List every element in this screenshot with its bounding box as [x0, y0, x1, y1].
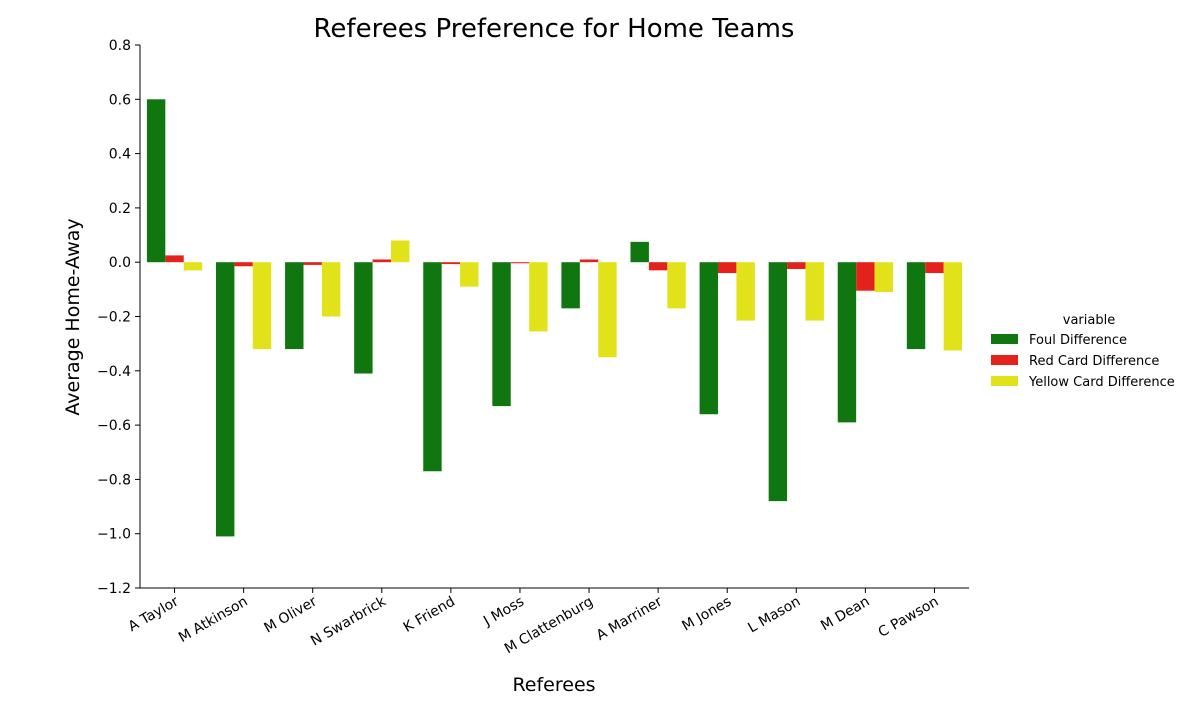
y-tick-label: −1.0: [97, 527, 131, 543]
bar-yellow-card-difference-n-swarbrick: [391, 240, 410, 263]
bar-red-card-difference-j-moss: [510, 262, 530, 264]
bar-yellow-card-difference-c-pawson: [943, 262, 963, 351]
legend-label: Red Card Difference: [1029, 354, 1159, 369]
legend-swatch: [991, 355, 1018, 365]
bar-foul-difference-l-mason: [768, 262, 788, 502]
bar-red-card-difference-m-jones: [718, 262, 737, 274]
x-tick-label: A Taylor: [126, 593, 182, 635]
y-tick-label: 0.6: [109, 92, 131, 108]
bar-yellow-card-difference-m-clattenburg: [598, 262, 617, 358]
bar-red-card-difference-c-pawson: [925, 262, 944, 274]
x-axis-label: Referees: [512, 674, 595, 696]
x-tick-label: M Dean: [818, 594, 872, 635]
y-axis: −1.2 −1.0 −0.8 −0.6 −0.4 −0.2 0.0 0.2 0.4 0.6 0.8: [97, 38, 141, 597]
x-tick-label: A Marriner: [594, 593, 666, 644]
bar-red-card-difference-a-taylor: [165, 255, 184, 263]
bar-yellow-card-difference-k-friend: [460, 262, 479, 287]
bar-foul-difference-c-pawson: [906, 262, 926, 350]
bar-red-card-difference-m-atkinson: [234, 262, 253, 267]
bar-foul-difference-n-swarbrick: [354, 262, 373, 374]
y-tick-label: 0.4: [109, 147, 131, 163]
y-tick-label: −1.2: [97, 581, 131, 597]
x-tick-label: C Pawson: [876, 594, 942, 641]
bar-yellow-card-difference-m-oliver: [321, 262, 341, 317]
bar-foul-difference-m-clattenburg: [561, 262, 580, 309]
bar-yellow-card-difference-m-jones: [736, 262, 755, 321]
y-axis-label: Average Home-Away: [62, 218, 84, 415]
bar-foul-difference-m-oliver: [285, 262, 304, 350]
plot-area: [146, 99, 963, 537]
x-tick-label: M Jones: [679, 594, 734, 635]
bar-foul-difference-m-jones: [699, 262, 718, 415]
bar-yellow-card-difference-l-mason: [805, 262, 824, 321]
bar-foul-difference-k-friend: [423, 262, 442, 472]
legend-swatch: [991, 376, 1018, 386]
x-tick-label: M Oliver: [261, 593, 319, 636]
bar-red-card-difference-k-friend: [441, 262, 461, 265]
x-tick-label: J Moss: [480, 594, 527, 630]
legend-title: variable: [1063, 313, 1115, 328]
x-tick-label: M Atkinson: [176, 594, 251, 646]
bar-red-card-difference-m-oliver: [303, 262, 322, 265]
bar-red-card-difference-n-swarbrick: [372, 259, 391, 263]
bar-foul-difference-j-moss: [492, 262, 511, 407]
bar-yellow-card-difference-m-dean: [874, 262, 894, 293]
bar-foul-difference-a-taylor: [146, 99, 166, 263]
y-tick-label: −0.6: [97, 418, 131, 434]
legend-swatch: [991, 334, 1018, 344]
bar-red-card-difference-l-mason: [787, 262, 806, 269]
legend-label: Yellow Card Difference: [1028, 375, 1175, 390]
y-tick-label: 0.0: [109, 255, 131, 271]
bar-yellow-card-difference-j-moss: [529, 262, 548, 332]
bar-red-card-difference-m-clattenburg: [579, 259, 599, 263]
bar-yellow-card-difference-m-atkinson: [252, 262, 272, 350]
y-tick-label: −0.4: [97, 364, 131, 380]
x-tick-label: K Friend: [401, 594, 458, 636]
bar-yellow-card-difference-a-taylor: [183, 262, 203, 271]
y-tick-label: −0.2: [97, 310, 131, 326]
x-tick-label: L Mason: [745, 594, 803, 637]
y-tick-label: −0.8: [97, 472, 131, 488]
bar-foul-difference-a-marriner: [630, 241, 649, 263]
bar-red-card-difference-a-marriner: [648, 262, 668, 271]
bar-foul-difference-m-atkinson: [215, 262, 235, 537]
legend: variable Foul Difference Red Card Differe…: [991, 313, 1175, 390]
y-tick-label: 0.2: [109, 201, 131, 217]
y-tick-label: 0.8: [109, 38, 131, 54]
bar-red-card-difference-m-dean: [856, 262, 875, 291]
bar-foul-difference-m-dean: [837, 262, 857, 423]
chart-title: Referees Preference for Home Teams: [314, 14, 795, 44]
x-tick-label: N Swarbrick: [308, 593, 389, 649]
legend-label: Foul Difference: [1029, 333, 1127, 348]
bar-yellow-card-difference-a-marriner: [667, 262, 686, 309]
